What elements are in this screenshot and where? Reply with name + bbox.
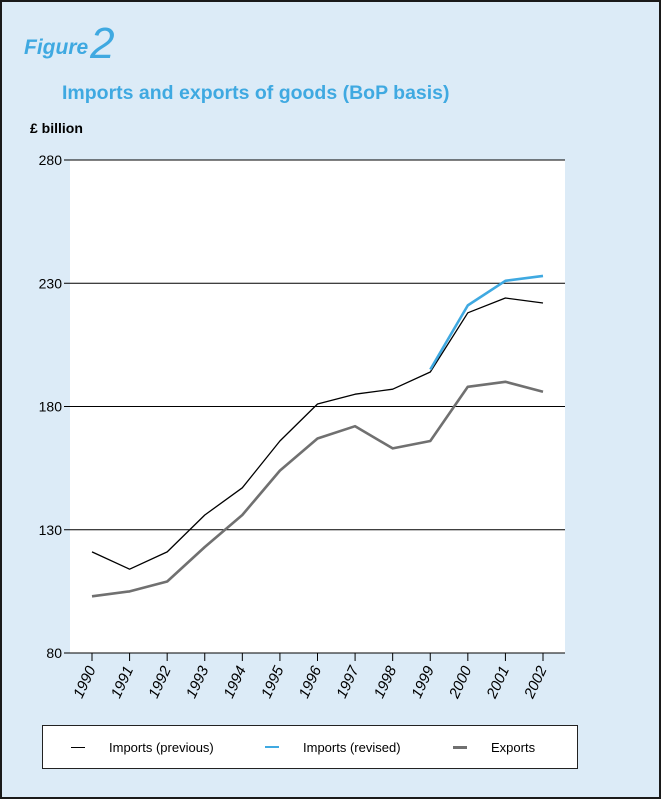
x-tick-label-1995: 1995 xyxy=(258,663,288,701)
y-axis-unit-label: £ billion xyxy=(30,120,83,136)
x-tick-label-1990: 1990 xyxy=(70,663,100,701)
x-tick-label-1998: 1998 xyxy=(371,663,401,701)
legend-item-imports-previous: Imports (previous) xyxy=(71,726,214,768)
y-tick-label-80: 80 xyxy=(46,645,62,661)
legend-swatch-imports-revised xyxy=(265,746,279,748)
series-line-imports-previous xyxy=(91,297,544,570)
x-tick-label-2001: 2001 xyxy=(483,664,513,702)
legend-swatch-exports xyxy=(453,745,467,749)
legend-label-imports-revised: Imports (revised) xyxy=(303,739,401,755)
y-tick-label-180: 180 xyxy=(39,399,63,415)
chart-title: Imports and exports of goods (BoP basis) xyxy=(62,82,450,104)
legend-item-exports: Exports xyxy=(453,726,535,768)
figure-number: 2 xyxy=(90,19,115,68)
x-tick-label-1999: 1999 xyxy=(408,663,438,701)
legend-swatch-imports-previous xyxy=(71,746,85,748)
legend-label-exports: Exports xyxy=(491,739,536,755)
y-tick-label-230: 230 xyxy=(39,275,63,291)
x-tick-label-2002: 2002 xyxy=(521,663,551,702)
legend: Imports (previous) Imports (revised) Exp… xyxy=(42,725,578,769)
x-tick-label-1991: 1991 xyxy=(108,664,138,701)
x-tick-label-1992: 1992 xyxy=(145,663,175,701)
x-tick-label-1994: 1994 xyxy=(220,664,250,701)
figure-label: Figure2 xyxy=(24,20,115,66)
x-tick-label-1996: 1996 xyxy=(296,663,326,701)
figure-word: Figure xyxy=(24,36,89,59)
y-tick-label-130: 130 xyxy=(39,522,63,538)
y-tick-label-280: 280 xyxy=(39,152,63,168)
series-line-exports xyxy=(91,380,544,598)
x-tick-label-1997: 1997 xyxy=(333,663,363,701)
x-tick-label-2000: 2000 xyxy=(446,663,476,702)
legend-item-imports-revised: Imports (revised) xyxy=(265,726,401,768)
x-tick-label-1993: 1993 xyxy=(183,663,213,701)
legend-label-imports-previous: Imports (previous) xyxy=(109,739,214,755)
series-line-imports-revised xyxy=(429,274,544,371)
